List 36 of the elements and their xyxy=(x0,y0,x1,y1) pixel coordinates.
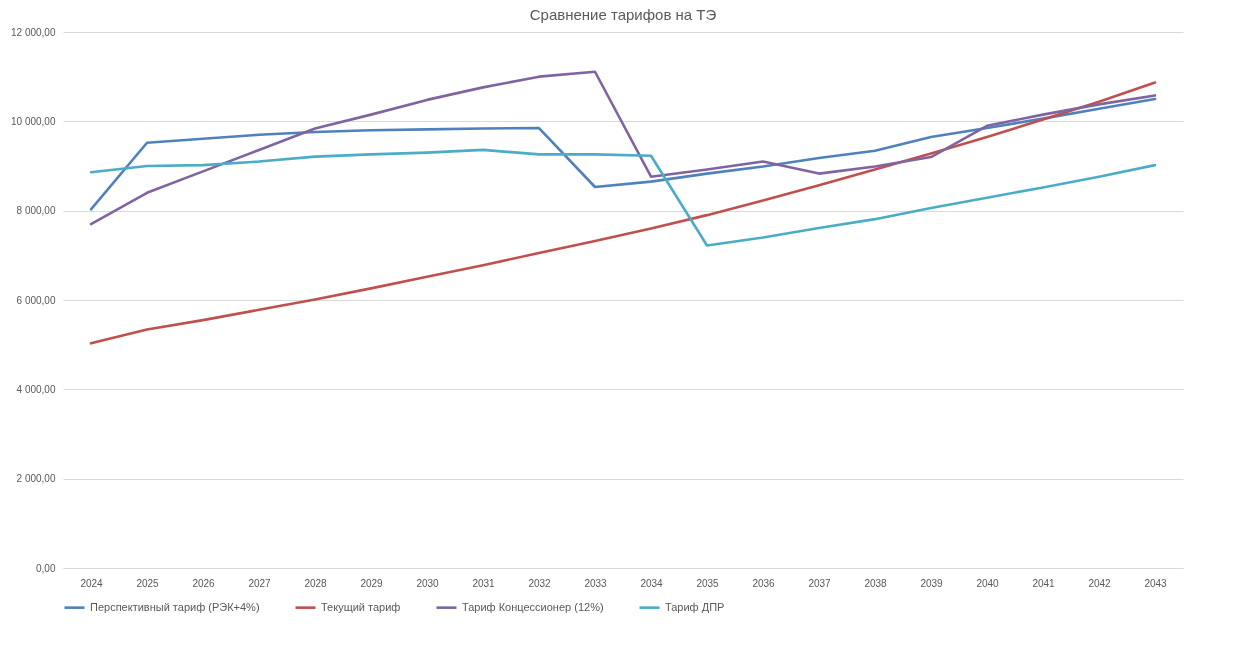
x-tick-label: 2033 xyxy=(584,577,608,589)
legend-label: Перспективный тариф (РЭК+4%) xyxy=(90,600,260,613)
chart-title: Сравнение тарифов на ТЭ xyxy=(529,6,717,23)
x-tick-label: 2041 xyxy=(1032,577,1056,589)
x-tick-label: 2038 xyxy=(864,577,888,589)
x-tick-label: 2036 xyxy=(752,577,776,589)
y-tick-label: 8 000,00 xyxy=(16,205,56,217)
y-tick-label: 10 000,00 xyxy=(11,115,56,127)
x-tick-label: 2043 xyxy=(1144,577,1168,589)
line-series xyxy=(89,70,1157,226)
y-tick-label: 2 000,00 xyxy=(16,473,56,485)
x-tick-label: 2025 xyxy=(136,577,160,589)
x-tick-label: 2037 xyxy=(808,577,832,589)
x-tick-label: 2039 xyxy=(920,577,944,589)
y-tick-label: 0,00 xyxy=(36,562,56,574)
x-tick-label: 2028 xyxy=(304,577,328,589)
x-tick-label: 2042 xyxy=(1088,577,1112,589)
x-tick-label: 2035 xyxy=(696,577,720,589)
line-series xyxy=(89,97,1157,211)
x-tick-label: 2029 xyxy=(360,577,384,589)
x-tick-label: 2032 xyxy=(528,577,552,589)
line-series xyxy=(89,81,1157,345)
y-tick-label: 4 000,00 xyxy=(16,383,56,395)
x-tick-label: 2040 xyxy=(976,577,1000,589)
legend-label: Текущий тариф xyxy=(321,600,401,613)
y-tick-label: 6 000,00 xyxy=(16,294,56,306)
x-tick-label: 2024 xyxy=(80,577,104,589)
x-tick-label: 2031 xyxy=(472,577,496,589)
x-tick-label: 2030 xyxy=(416,577,440,589)
legend-label: Тариф Концессионер (12%) xyxy=(462,600,604,613)
y-tick-label: 12 000,00 xyxy=(11,26,56,38)
x-tick-label: 2026 xyxy=(192,577,216,589)
x-tick-label: 2034 xyxy=(640,577,664,589)
x-tick-label: 2027 xyxy=(248,577,272,589)
legend-label: Тариф ДПР xyxy=(665,600,725,613)
line-series xyxy=(89,148,1157,247)
